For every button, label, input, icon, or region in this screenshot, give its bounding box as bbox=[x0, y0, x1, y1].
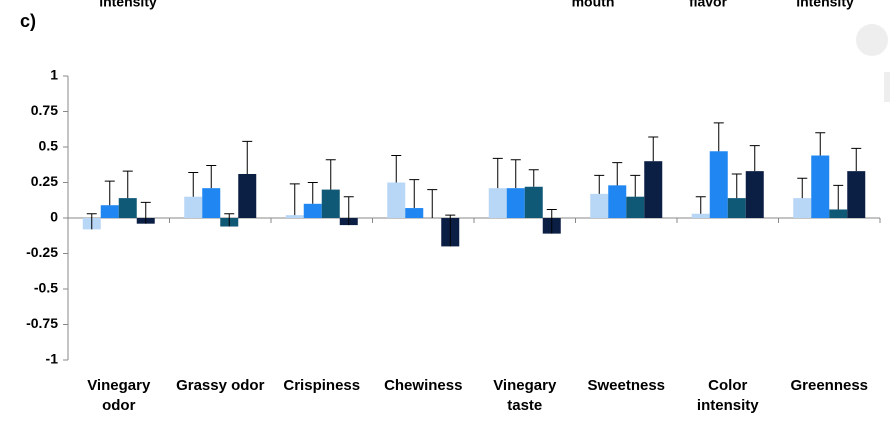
error-bar bbox=[797, 177, 808, 199]
error-bar bbox=[510, 159, 521, 189]
error-bar bbox=[343, 196, 354, 226]
error-bar bbox=[594, 174, 605, 194]
bar bbox=[608, 185, 627, 218]
error-bar bbox=[104, 180, 115, 206]
y-tick-label: 0.25 bbox=[31, 173, 58, 189]
bar bbox=[100, 205, 119, 218]
error-bar bbox=[445, 214, 456, 247]
error-bar bbox=[409, 179, 420, 209]
x-tick-label: Vinegary taste bbox=[493, 377, 557, 414]
bar bbox=[303, 203, 322, 218]
error-bar bbox=[815, 132, 826, 156]
error-bar bbox=[206, 164, 217, 189]
x-tick-label: Grassy odor bbox=[176, 377, 265, 394]
bar bbox=[644, 161, 663, 218]
bar bbox=[387, 182, 406, 218]
y-tick-label: 0.75 bbox=[31, 102, 58, 118]
annotation: intensity bbox=[796, 0, 854, 10]
bar bbox=[238, 173, 257, 218]
bar bbox=[727, 198, 746, 218]
y-tick-label: -1 bbox=[46, 351, 59, 367]
error-bar bbox=[391, 155, 402, 183]
bar bbox=[321, 189, 340, 218]
x-tick-label: Sweetness bbox=[587, 377, 666, 394]
error-bar bbox=[242, 140, 253, 174]
y-tick-label: -0.25 bbox=[26, 244, 58, 260]
bar bbox=[202, 188, 221, 218]
error-bar bbox=[289, 183, 300, 216]
error-bar bbox=[546, 208, 557, 234]
panel-label: c) bbox=[20, 11, 36, 31]
y-tick-label: 0.5 bbox=[39, 138, 59, 154]
error-bar bbox=[224, 213, 235, 227]
error-bar bbox=[528, 169, 539, 187]
error-bar bbox=[140, 201, 151, 224]
bar bbox=[829, 209, 848, 218]
error-bar bbox=[122, 170, 133, 199]
error-bar bbox=[695, 196, 706, 214]
y-tick-label: -0.5 bbox=[34, 280, 58, 296]
decoration bbox=[856, 24, 888, 56]
x-tick-label: Greenness bbox=[790, 377, 869, 394]
bar bbox=[184, 196, 203, 218]
bar bbox=[285, 215, 304, 218]
decoration bbox=[884, 72, 890, 102]
bar bbox=[590, 193, 609, 218]
bar bbox=[506, 188, 525, 218]
error-bar bbox=[188, 172, 199, 197]
error-bar bbox=[427, 189, 438, 218]
error-bar bbox=[731, 173, 742, 199]
bar bbox=[488, 188, 507, 218]
error-bar bbox=[749, 145, 760, 172]
annotation: flavor bbox=[689, 0, 728, 10]
bar bbox=[691, 213, 710, 218]
x-tick-label: Chewiness bbox=[384, 377, 463, 394]
bar bbox=[405, 208, 424, 218]
error-bar bbox=[833, 184, 844, 210]
bar bbox=[626, 196, 645, 218]
y-tick-label: 0 bbox=[50, 209, 58, 225]
y-tick-label: -0.75 bbox=[26, 315, 58, 331]
error-bar bbox=[492, 157, 503, 189]
bar bbox=[524, 186, 543, 218]
bar bbox=[745, 171, 764, 218]
x-tick-label: Color intensity bbox=[696, 377, 759, 414]
error-bar bbox=[851, 147, 862, 172]
error-bar bbox=[86, 213, 97, 230]
x-tick-label: Vinegary odor bbox=[87, 377, 151, 414]
error-bar bbox=[307, 182, 318, 204]
bar bbox=[709, 151, 728, 218]
bar bbox=[793, 198, 812, 218]
x-tick-label: Crispiness bbox=[283, 377, 361, 394]
error-bar bbox=[630, 174, 641, 197]
bar bbox=[847, 171, 866, 218]
error-bar bbox=[325, 159, 336, 190]
bar bbox=[118, 198, 137, 218]
error-bar bbox=[648, 136, 659, 162]
annotation: intensity bbox=[99, 0, 157, 10]
error-bar bbox=[713, 122, 724, 152]
error-bar bbox=[612, 162, 623, 186]
bar bbox=[811, 155, 830, 218]
y-tick-label: 1 bbox=[50, 67, 58, 83]
annotation: mouth bbox=[572, 0, 615, 10]
